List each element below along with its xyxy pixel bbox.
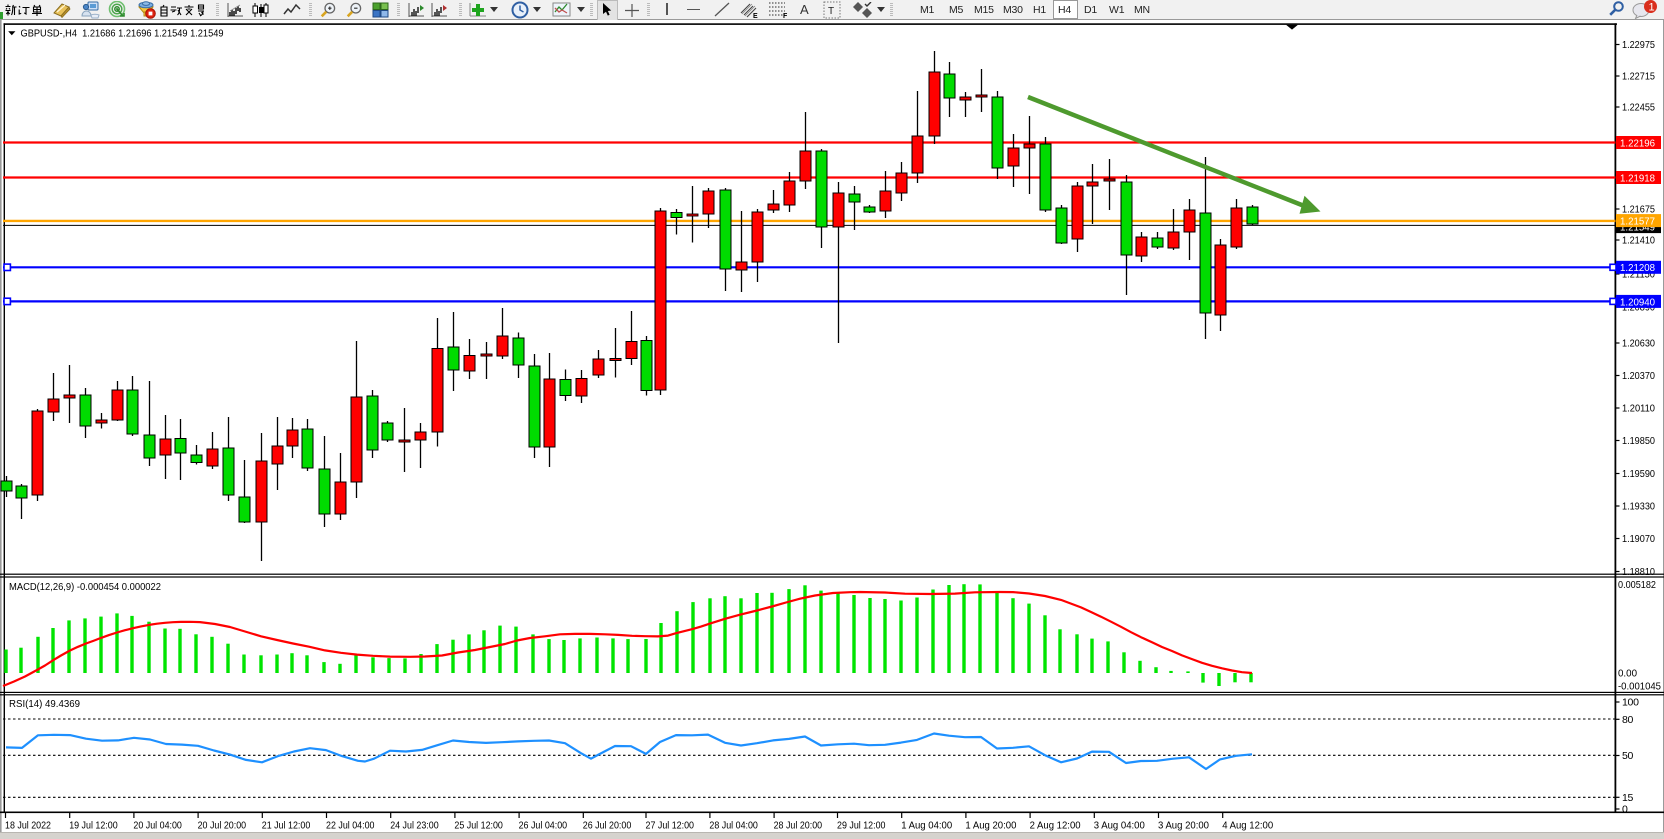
svg-text:1.22196: 1.22196: [1620, 137, 1655, 149]
svg-text:25 Jul 12:00: 25 Jul 12:00: [454, 820, 503, 832]
svg-text:1.19850: 1.19850: [1622, 435, 1655, 447]
svg-text:1.20110: 1.20110: [1622, 403, 1655, 415]
svg-text:-0.001045: -0.001045: [1618, 681, 1661, 693]
svg-text:100: 100: [1622, 697, 1639, 709]
svg-text:26 Jul 20:00: 26 Jul 20:00: [583, 820, 632, 832]
svg-text:2 Aug 12:00: 2 Aug 12:00: [1030, 820, 1081, 832]
svg-text:1.22455: 1.22455: [1622, 102, 1655, 114]
svg-text:RSI(14) 49.4369: RSI(14) 49.4369: [9, 698, 80, 710]
svg-text:27 Jul 12:00: 27 Jul 12:00: [646, 820, 695, 832]
svg-text:1.21410: 1.21410: [1622, 235, 1655, 247]
svg-text:GBPUSD-,H4 1.21686 1.21696 1.: GBPUSD-,H4 1.21686 1.21696 1.21549 1.215…: [21, 28, 224, 40]
svg-text:20 Jul 20:00: 20 Jul 20:00: [198, 820, 247, 832]
svg-text:50: 50: [1622, 750, 1634, 762]
svg-text:1 Aug 04:00: 1 Aug 04:00: [901, 820, 952, 832]
svg-text:24 Jul 23:00: 24 Jul 23:00: [390, 820, 439, 832]
svg-text:1.19590: 1.19590: [1622, 468, 1655, 480]
svg-text:1.18810: 1.18810: [1622, 566, 1655, 578]
svg-text:T: T: [828, 6, 834, 17]
svg-text:1: 1: [1649, 2, 1655, 14]
svg-text:28 Jul 04:00: 28 Jul 04:00: [709, 820, 758, 832]
svg-text:E: E: [753, 13, 758, 19]
svg-text:15: 15: [1622, 792, 1634, 804]
svg-text:1.22975: 1.22975: [1622, 39, 1655, 51]
svg-text:80: 80: [1622, 714, 1634, 726]
svg-text:1.19070: 1.19070: [1622, 533, 1655, 545]
svg-text:1.21577: 1.21577: [1620, 216, 1655, 228]
svg-text:1 Aug 20:00: 1 Aug 20:00: [965, 820, 1016, 832]
svg-text:3 Aug 20:00: 3 Aug 20:00: [1158, 820, 1209, 832]
svg-text:1.20940: 1.20940: [1620, 296, 1655, 308]
svg-text:19 Jul 12:00: 19 Jul 12:00: [69, 820, 118, 832]
svg-text:29 Jul 12:00: 29 Jul 12:00: [837, 820, 886, 832]
svg-text:3 Aug 04:00: 3 Aug 04:00: [1094, 820, 1145, 832]
svg-text:1.21918: 1.21918: [1620, 172, 1655, 184]
svg-text:22 Jul 04:00: 22 Jul 04:00: [326, 820, 375, 832]
svg-text:1.21208: 1.21208: [1620, 262, 1655, 274]
svg-text:F: F: [783, 13, 788, 19]
svg-text:MACD(12,26,9) -0.000454 0.0000: MACD(12,26,9) -0.000454 0.000022: [9, 581, 161, 593]
svg-text:1.21675: 1.21675: [1622, 204, 1655, 216]
svg-text:4 Aug 12:00: 4 Aug 12:00: [1222, 820, 1273, 832]
svg-text:0.005182: 0.005182: [1618, 579, 1656, 591]
svg-text:1.20370: 1.20370: [1622, 370, 1655, 382]
svg-text:21 Jul 12:00: 21 Jul 12:00: [262, 820, 311, 832]
svg-text:1.20630: 1.20630: [1622, 338, 1655, 350]
svg-text:1.22715: 1.22715: [1622, 71, 1655, 83]
svg-text:28 Jul 20:00: 28 Jul 20:00: [774, 820, 823, 832]
svg-text:20 Jul 04:00: 20 Jul 04:00: [133, 820, 182, 832]
svg-text:26 Jul 04:00: 26 Jul 04:00: [519, 820, 568, 832]
svg-text:18 Jul 2022: 18 Jul 2022: [5, 820, 51, 832]
svg-text:1.19330: 1.19330: [1622, 501, 1655, 513]
svg-text:0: 0: [1622, 804, 1628, 816]
svg-text:0.00: 0.00: [1618, 667, 1637, 679]
